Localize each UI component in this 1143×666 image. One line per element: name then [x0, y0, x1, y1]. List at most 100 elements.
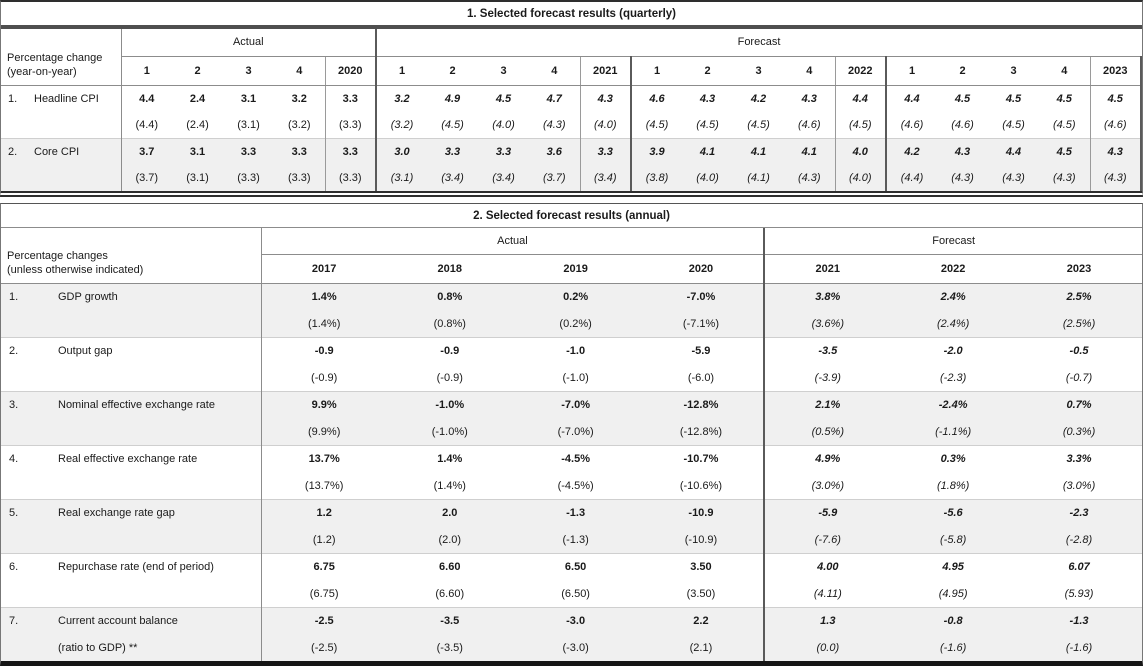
revised-value: (9.9%)	[262, 419, 387, 446]
data-cell: 4.5(4.0)	[478, 85, 529, 138]
revised-value: (4.3)	[529, 112, 580, 138]
revised-value: (-10.6%)	[639, 473, 764, 500]
revised-value: (4.95)	[890, 581, 1016, 608]
value: -1.0%	[387, 392, 513, 419]
revised-value: (-1.6)	[1016, 635, 1142, 662]
data-cell: 0.2%(0.2%)	[513, 284, 639, 338]
data-cell: 2.4%(2.4%)	[890, 284, 1016, 338]
column-header: 2020	[639, 255, 765, 284]
revised-value: (4.3)	[988, 165, 1039, 191]
value: 3.6	[529, 139, 580, 165]
value: 3.3%	[1016, 446, 1142, 473]
column-header: 2021	[764, 255, 890, 284]
value: 2.2	[639, 608, 764, 635]
value: 4.2	[733, 86, 784, 112]
data-cell: 4.95(4.95)	[890, 554, 1016, 608]
value: -5.9	[639, 338, 764, 365]
revised-value: (2.0)	[387, 527, 513, 554]
table2-title: 2. Selected forecast results (annual)	[1, 204, 1142, 228]
data-cell: 3.2(3.2)	[274, 85, 325, 138]
revised-value: (6.60)	[387, 581, 513, 608]
table-row-headline-cpi: 1. Headline CPI 4.4(4.4)2.4(2.4)3.1(3.1)…	[1, 85, 1141, 138]
data-cell: 4.5(4.5)	[1039, 85, 1090, 138]
data-cell: -12.8%(-12.8%)	[639, 392, 765, 446]
value: -3.5	[387, 608, 513, 635]
row-label: Current account balance	[58, 608, 261, 635]
data-cell: 4.0(4.0)	[835, 138, 886, 191]
data-cell: 4.9%(3.0%)	[764, 446, 890, 500]
data-cell: 4.5(4.6)	[937, 85, 988, 138]
row-label-cell: 1. GDP growth	[1, 284, 261, 338]
data-cell: 3.50(3.50)	[639, 554, 765, 608]
data-cell: 4.6(4.5)	[631, 85, 682, 138]
data-cell: -7.0%(-7.1%)	[639, 284, 765, 338]
row-label-cell: 5. Real exchange rate gap	[1, 500, 261, 554]
revised-value: (2.1)	[639, 635, 764, 662]
revised-value: (4.11)	[765, 581, 890, 608]
revised-value: (3.7)	[122, 165, 173, 191]
value: 3.1	[172, 139, 223, 165]
revised-value: (3.3)	[223, 165, 274, 191]
column-header: 2018	[387, 255, 513, 284]
value: 6.60	[387, 554, 513, 581]
value: 3.0	[377, 139, 427, 165]
revised-value: (4.5)	[427, 112, 478, 138]
revised-value: (13.7%)	[262, 473, 387, 500]
revised-value: (4.3)	[937, 165, 988, 191]
column-header: 1	[121, 56, 172, 85]
data-cell: 2.1%(0.5%)	[764, 392, 890, 446]
value: -3.5	[765, 338, 890, 365]
data-cell: 3.3(3.3)	[325, 85, 376, 138]
revised-value: (4.5)	[988, 112, 1039, 138]
data-cell: 4.2(4.4)	[886, 138, 937, 191]
data-cell: 6.07(5.93)	[1016, 554, 1142, 608]
data-cell: -0.5(-0.7)	[1016, 338, 1142, 392]
value: -0.8	[890, 608, 1016, 635]
revised-value: (4.6)	[937, 112, 988, 138]
data-cell: -3.5(-3.9)	[764, 338, 890, 392]
data-cell: 4.1(4.1)	[733, 138, 784, 191]
revised-value: (4.3)	[1039, 165, 1090, 191]
data-cell: -10.7%(-10.6%)	[639, 446, 765, 500]
table-row-repurchase-rate: 6. Repurchase rate (end of period) 6.75(…	[1, 554, 1142, 608]
table2-corner-header: Percentage changes (unless otherwise ind…	[1, 228, 261, 284]
value: -7.0%	[513, 392, 639, 419]
revised-value: (1.8%)	[890, 473, 1016, 500]
data-cell: 9.9%(9.9%)	[261, 392, 387, 446]
data-cell: -5.9(-7.6)	[764, 500, 890, 554]
row-label: Repurchase rate (end of period)	[58, 554, 261, 581]
row-label: Headline CPI	[34, 86, 121, 112]
revised-value: (-4.5%)	[513, 473, 639, 500]
column-header: 2023	[1090, 56, 1141, 85]
value: 4.9	[427, 86, 478, 112]
value: 4.5	[937, 86, 988, 112]
row-number: 6.	[9, 554, 18, 581]
revised-value: (-2.3)	[890, 365, 1016, 392]
value: 2.5%	[1016, 284, 1142, 311]
data-cell: 4.7(4.3)	[529, 85, 580, 138]
table1-corner-header: Percentage change (year-on-year)	[1, 29, 121, 85]
value: -2.3	[1016, 500, 1142, 527]
revised-value: (-5.8)	[890, 527, 1016, 554]
revised-value: (-2.8)	[1016, 527, 1142, 554]
value: 13.7%	[262, 446, 387, 473]
actual-group-header: Actual	[261, 228, 764, 255]
row-label-cell: 1. Headline CPI	[1, 85, 121, 138]
revised-value: (1.2)	[262, 527, 387, 554]
revised-value: (3.0%)	[1016, 473, 1142, 500]
value: 4.5	[1039, 139, 1090, 165]
row-label: Real exchange rate gap	[58, 500, 261, 527]
data-cell: 4.1(4.3)	[784, 138, 835, 191]
value: 4.3	[784, 86, 835, 112]
value: 1.3	[765, 608, 890, 635]
revised-value: (1.4%)	[387, 473, 513, 500]
value: 4.95	[890, 554, 1016, 581]
revised-value: (-12.8%)	[639, 419, 764, 446]
revised-value: (6.50)	[513, 581, 639, 608]
value: 2.4%	[890, 284, 1016, 311]
data-cell: 3.3(3.3)	[223, 138, 274, 191]
data-cell: 3.1(3.1)	[223, 85, 274, 138]
annual-forecast-table: Percentage changes (unless otherwise ind…	[1, 228, 1142, 662]
data-cell: 3.8%(3.6%)	[764, 284, 890, 338]
